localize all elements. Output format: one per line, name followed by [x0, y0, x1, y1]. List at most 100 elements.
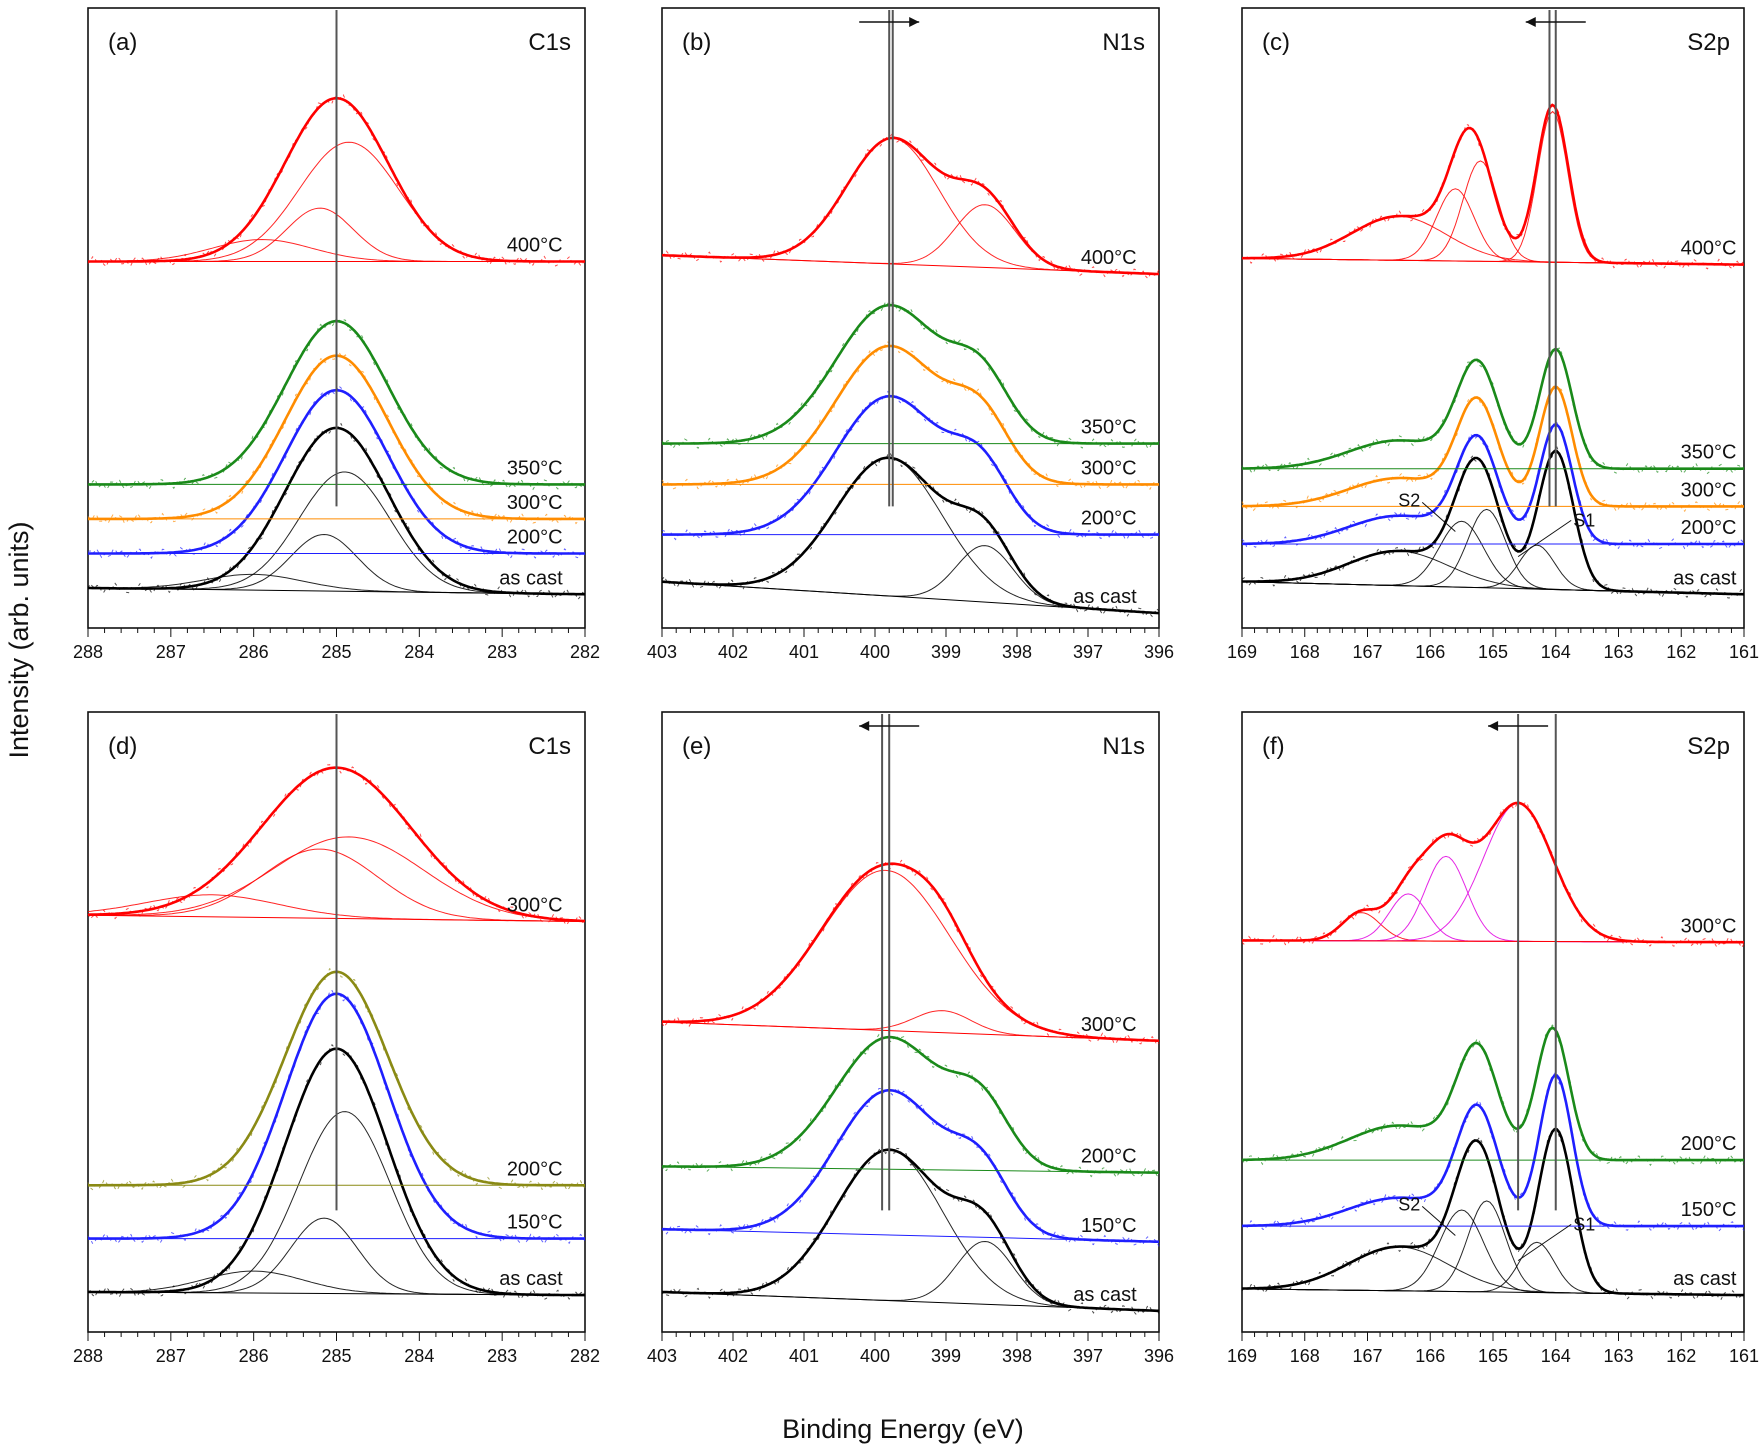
x-tick-label: 165	[1478, 642, 1508, 662]
x-tick-label: 168	[1290, 642, 1320, 662]
series-line-350C	[1242, 348, 1744, 470]
curve-label: 300°C	[507, 492, 563, 514]
panel-element-label: C1s	[528, 29, 571, 56]
x-tick-label: 166	[1415, 1346, 1445, 1366]
raw-data-dots	[1241, 1128, 1745, 1300]
curve-label: 350°C	[1081, 417, 1137, 439]
fit-component	[1242, 802, 1745, 943]
fit-component	[1241, 188, 1744, 266]
fit-component	[1242, 1200, 1744, 1296]
fit-component	[1241, 544, 1745, 595]
raw-data-dots	[1241, 347, 1745, 475]
series-line-400C	[1242, 103, 1744, 266]
raw-data-dots	[661, 1087, 1160, 1247]
curve-label: 300°C	[1081, 457, 1137, 479]
panel-element-label: S2p	[1687, 29, 1730, 56]
curve-label: 150°C	[1081, 1215, 1137, 1237]
panel-e: 403 402 401 400 399 398 397 396 as cast 150°C 200°…	[647, 711, 1174, 1366]
x-tick-label: 168	[1290, 1346, 1320, 1366]
x-tick-label: 282	[570, 1346, 600, 1366]
x-tick-label: 166	[1415, 642, 1445, 662]
series-line-150C	[662, 1089, 1160, 1244]
fit-component	[1242, 1241, 1744, 1296]
annotation-arrow	[1421, 1205, 1456, 1236]
x-tick-label: 163	[1603, 642, 1633, 662]
panel-letter: (c)	[1262, 29, 1290, 56]
curve-label: 150°C	[1681, 1199, 1737, 1221]
x-tick-label: 286	[239, 642, 269, 662]
plot-frame	[661, 7, 1160, 629]
curve-label: 200°C	[1081, 508, 1137, 530]
annotation-s2: S2	[1398, 1194, 1420, 1214]
x-tick-label: 287	[156, 642, 186, 662]
curve-label: 200°C	[507, 526, 563, 548]
raw-data-dots	[1241, 383, 1745, 512]
curve-label: 300°C	[1681, 915, 1737, 937]
x-tick-label: 400	[860, 642, 890, 662]
panel-letter: (f)	[1262, 733, 1285, 760]
x-tick-label: 167	[1352, 1346, 1382, 1366]
series-line-400C	[661, 136, 1159, 276]
series-line-200C	[1241, 1026, 1744, 1162]
x-tick-label: 288	[73, 642, 103, 662]
x-tick-label: 282	[570, 642, 600, 662]
raw-data-dots	[661, 1145, 1160, 1316]
x-tick-label: 283	[487, 642, 517, 662]
x-tick-label: 284	[404, 1346, 434, 1366]
curve-label: as cast	[1673, 1268, 1737, 1290]
series-line-ascast	[661, 456, 1160, 615]
annotation-s1: S1	[1573, 510, 1595, 530]
shift-arrow-head	[909, 17, 920, 27]
annotation-s2: S2	[1398, 490, 1420, 510]
curve-label: 350°C	[507, 457, 563, 479]
x-tick-label: 286	[239, 1346, 269, 1366]
x-axis-label: Binding Energy (eV)	[782, 1414, 1024, 1444]
x-tick-label: 169	[1227, 1346, 1257, 1366]
series-line-300C	[661, 862, 1160, 1043]
plot-frame	[1241, 7, 1745, 629]
series-line-300C	[1241, 385, 1744, 508]
panel-a: 288 287 286 285 284 283 282 as cast 200°C 300°C 35…	[73, 7, 600, 662]
series-line-200C	[1242, 423, 1744, 546]
panel-element-label: C1s	[528, 733, 571, 760]
series-line-ascast	[1242, 449, 1745, 596]
raw-data-dots	[661, 341, 1160, 491]
series-line-300C	[1242, 801, 1745, 944]
x-tick-label: 287	[156, 1346, 186, 1366]
fit-component	[1242, 1209, 1744, 1296]
curve-label: 400°C	[507, 234, 563, 256]
x-tick-label: 403	[647, 642, 677, 662]
x-tick-label: 169	[1227, 642, 1257, 662]
curve-label: as cast	[499, 567, 563, 589]
fit-component	[1242, 855, 1745, 943]
x-tick-label: 399	[931, 1346, 961, 1366]
panel-f: 169 168 167 166 165 164 163 162 161 as cast 150°C 2…	[1227, 711, 1759, 1366]
background-line	[661, 1021, 1160, 1042]
panel-letter: (a)	[108, 29, 137, 56]
x-tick-label: 165	[1478, 1346, 1508, 1366]
curve-label: as cast	[1073, 586, 1137, 608]
series-line-200C	[662, 1035, 1159, 1174]
x-tick-label: 162	[1666, 642, 1696, 662]
plot-frame	[1241, 711, 1745, 1333]
curve-label: 300°C	[1081, 1014, 1137, 1036]
x-tick-label: 397	[1073, 1346, 1103, 1366]
fit-component	[1242, 215, 1744, 266]
x-tick-label: 398	[1002, 1346, 1032, 1366]
shift-arrow-head	[859, 721, 870, 731]
panel-element-label: N1s	[1102, 29, 1145, 56]
series-line-ascast	[661, 1148, 1159, 1313]
curve-label: as cast	[1073, 1284, 1137, 1306]
x-tick-label: 396	[1144, 642, 1174, 662]
x-tick-label: 402	[718, 642, 748, 662]
series-line-200C	[662, 394, 1159, 536]
raw-data-dots	[1241, 1072, 1745, 1232]
curve-label: 300°C	[1681, 479, 1737, 501]
x-tick-label: 402	[718, 1346, 748, 1366]
x-tick-label: 396	[1144, 1346, 1174, 1366]
curve-label: as cast	[1673, 567, 1737, 589]
x-tick-label: 403	[647, 1346, 677, 1366]
raw-data-dots	[1241, 800, 1745, 949]
panel-letter: (b)	[682, 29, 711, 56]
